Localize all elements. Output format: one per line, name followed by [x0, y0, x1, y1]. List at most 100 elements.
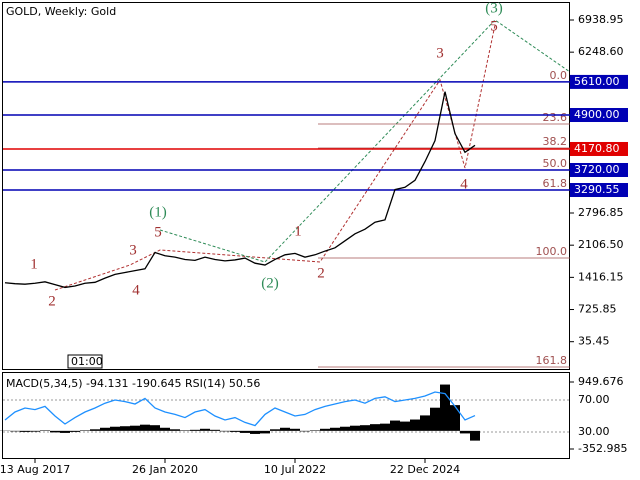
macd-bar: [460, 430, 470, 434]
macd-bar: [220, 430, 230, 432]
x-tick-label: 10 Jul 2022: [264, 463, 326, 476]
wave-label: 1: [30, 256, 38, 272]
macd-bar: [30, 430, 40, 432]
macd-bar: [300, 430, 310, 432]
wave-label: 1: [294, 223, 302, 239]
chart-title: GOLD, Weekly: Gold: [6, 5, 116, 18]
macd-bar: [90, 429, 100, 431]
y-tick-label: 949.676: [578, 375, 624, 388]
level-box: [570, 183, 628, 198]
x-tick-label: 22 Dec 2024: [390, 463, 460, 476]
wave-green-dash: [159, 19, 571, 263]
x-tick-label: 13 Aug 2017: [0, 463, 70, 476]
macd-bar: [400, 421, 410, 431]
x-tick-label: 26 Jan 2020: [132, 463, 198, 476]
wave-label: (2): [261, 275, 279, 291]
macd-bar: [370, 424, 380, 431]
wave-label: 3: [129, 242, 137, 258]
wave-label: 4: [460, 176, 468, 192]
level-box: [570, 141, 628, 156]
wave-dashes-green: [159, 19, 571, 263]
macd-bar: [240, 430, 250, 433]
level-box: [570, 162, 628, 177]
macd-bar: [180, 430, 190, 431]
macd-bar: [360, 425, 370, 431]
level-box: [570, 74, 628, 89]
macd-bar: [100, 427, 110, 431]
y-tick-label: 6938.95: [578, 13, 624, 26]
level-box: [570, 108, 628, 123]
macd-bar: [470, 430, 480, 441]
macd-bar: [40, 430, 50, 431]
indicator-label: MACD(5,34,5) -94.131 -190.645 RSI(14) 50…: [6, 377, 260, 390]
macd-bar: [10, 430, 20, 432]
macd-bar: [430, 407, 440, 431]
level-label: 5610.00: [574, 75, 620, 88]
y-tick-label: 725.85: [578, 303, 617, 316]
price-pane-border: [2, 2, 570, 370]
macd-bar: [130, 425, 140, 431]
indicator-pane-border: [2, 372, 570, 459]
macd-bar: [160, 427, 170, 431]
macd-bar: [340, 426, 350, 431]
macd-bar: [150, 425, 160, 431]
macd-bar: [260, 430, 270, 434]
wave-label: 2: [317, 265, 325, 281]
wave-label: 5: [154, 224, 162, 240]
macd-bar: [80, 430, 90, 431]
macd-bar: [310, 430, 320, 431]
macd-bar: [200, 428, 210, 431]
macd-bar: [190, 429, 200, 431]
macd-bar: [120, 426, 130, 431]
price-line: [4, 91, 476, 289]
wave-label: 4: [132, 282, 140, 298]
fib-label: 161.8: [536, 354, 568, 367]
macd-bar: [20, 430, 30, 432]
y-tick-label: -352.985: [578, 442, 627, 455]
macd-bar: [70, 430, 80, 432]
macd-bar: [350, 425, 360, 431]
time-label: 01:00: [71, 355, 103, 368]
level-label: 3720.00: [574, 163, 620, 176]
macd-bar: [250, 430, 260, 434]
macd-bar: [440, 384, 450, 431]
macd-bar: [290, 428, 300, 431]
macd-bar: [60, 430, 70, 433]
y2-tick-label: 30.00: [578, 425, 610, 438]
rsi-line: [4, 391, 476, 427]
time-box: [67, 354, 103, 369]
macd-bar: [410, 419, 420, 431]
fib-label: 50.0: [543, 157, 568, 170]
y-tick-label: 35.45: [578, 335, 610, 348]
fib-label: 100.0: [536, 245, 568, 258]
fib-label: 0.0: [550, 69, 568, 82]
macd-bar: [110, 426, 120, 431]
macd-bar: [270, 429, 280, 431]
level-label: 4170.80: [574, 142, 620, 155]
macd-bar: [50, 430, 60, 433]
macd-bar: [320, 428, 330, 431]
y-tick-label: 1416.15: [578, 270, 624, 283]
y-tick-label: 2796.85: [578, 206, 624, 219]
macd-bar: [140, 424, 150, 431]
level-label: 3290.55: [574, 183, 620, 196]
y-tick-label: 2106.50: [578, 238, 624, 251]
macd-bar: [210, 429, 220, 431]
y-tick-label: 6248.60: [578, 45, 624, 58]
fib-label: 38.2: [543, 135, 568, 148]
macd-bar: [450, 405, 460, 431]
wave-label: (3): [485, 0, 503, 16]
macd-bar: [380, 423, 390, 431]
wave-dashes: [54, 24, 496, 291]
wave-label: 5: [490, 18, 498, 34]
macd-bar: [170, 429, 180, 431]
macd-bar: [390, 420, 400, 431]
wave-label: 2: [48, 293, 56, 309]
fib-label: 23.6: [543, 111, 568, 124]
level-label: 4900.00: [574, 108, 620, 121]
wave-label: (1): [149, 204, 167, 220]
y2-tick-label: 70.00: [578, 393, 610, 406]
macd-bar: [420, 415, 430, 431]
macd-bar: [280, 427, 290, 431]
